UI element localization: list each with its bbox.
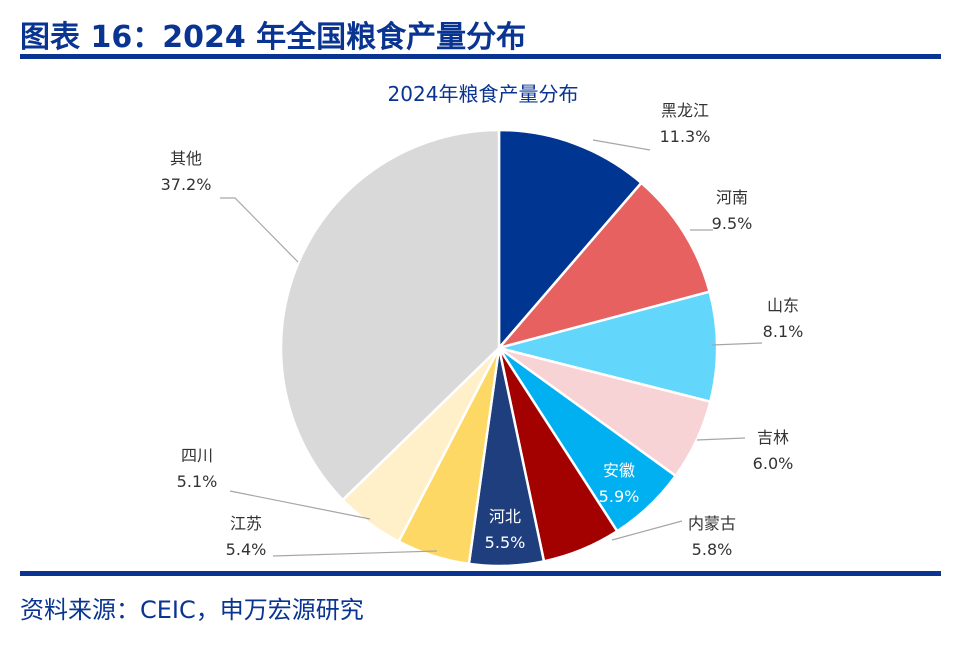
slice-label: 河北 xyxy=(489,507,521,526)
slice-value-label: 9.5% xyxy=(712,214,753,233)
pie-slice-3 xyxy=(494,290,719,404)
leader-line xyxy=(611,520,683,541)
slice-value-label: 37.2% xyxy=(161,175,212,194)
source-note: 资料来源：CEIC，申万宏源研究 xyxy=(20,596,364,624)
leader-line xyxy=(229,490,371,520)
slice-value-label: 5.4% xyxy=(226,540,267,559)
chart-title: 2024年粮食产量分布 xyxy=(388,82,579,106)
leader-line xyxy=(272,550,438,557)
slice-label: 江苏 xyxy=(230,514,262,533)
slice-label: 四川 xyxy=(181,446,213,465)
bottom-divider xyxy=(20,571,941,576)
slice-label: 河南 xyxy=(716,188,748,207)
pie-slice-1 xyxy=(497,128,644,352)
slice-label: 黑龙江 xyxy=(661,101,709,120)
figure-title: 图表 16：2024 年全国粮食产量分布 xyxy=(20,20,527,55)
slice-value-label: 5.5% xyxy=(485,533,526,552)
top-divider xyxy=(20,54,941,59)
slice-label: 内蒙古 xyxy=(688,514,736,533)
leader-line xyxy=(220,197,299,263)
slice-value-label: 11.3% xyxy=(660,127,711,146)
slice-value-label: 6.0% xyxy=(753,454,794,473)
pie-slice-10 xyxy=(279,128,501,502)
slice-value-label: 5.1% xyxy=(177,472,218,491)
slice-value-label: 5.8% xyxy=(692,540,733,559)
slice-label: 吉林 xyxy=(757,428,789,447)
pie-slice-2 xyxy=(495,181,712,351)
slice-label: 安徽 xyxy=(603,461,635,480)
slice-label: 山东 xyxy=(767,296,799,315)
slice-value-label: 5.9% xyxy=(599,487,640,506)
slice-label: 其他 xyxy=(170,149,202,168)
leader-line xyxy=(696,437,746,441)
slice-value-label: 8.1% xyxy=(763,322,804,341)
leader-line xyxy=(592,139,651,151)
leader-line xyxy=(711,342,763,346)
